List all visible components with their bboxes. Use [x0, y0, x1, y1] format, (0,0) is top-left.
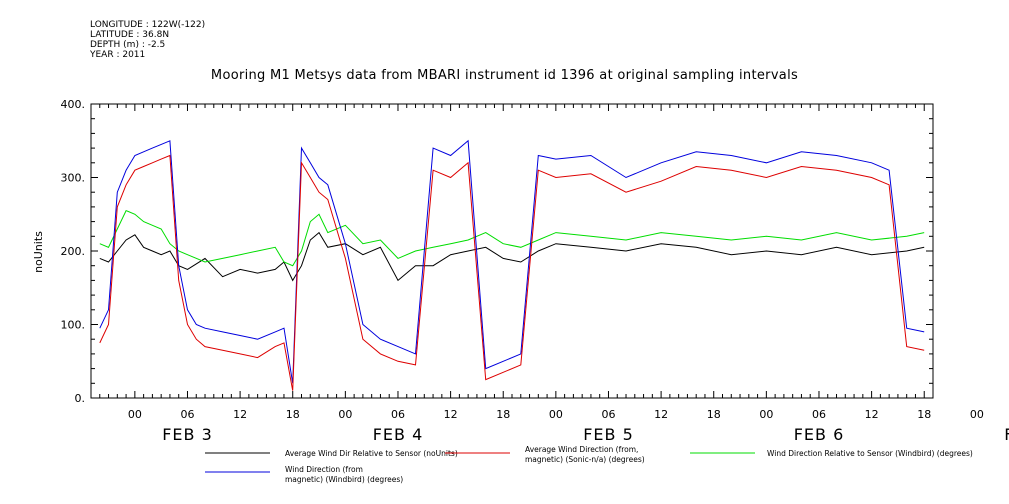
legend-label-green: Wind Direction Relative to Sensor (Windb…: [767, 449, 973, 458]
year-label: YEAR : 2011: [90, 50, 146, 60]
day-label: FEB 3: [162, 425, 213, 444]
y-tick-label: 300.: [61, 172, 86, 185]
y-axis-label: noUnits: [32, 231, 45, 273]
series-line-3: [99, 154, 925, 391]
x-tick-label: 12: [233, 408, 247, 421]
series-line-2: [99, 139, 925, 384]
series-line-1: [99, 209, 925, 267]
x-tick-label: 18: [917, 408, 931, 421]
x-tick-label: 06: [812, 408, 826, 421]
chart-title: Mooring M1 Metsys data from MBARI instru…: [210, 68, 799, 83]
x-tick-label: 18: [496, 408, 510, 421]
day-label: FEB 5: [583, 425, 634, 444]
x-tick-label: 00: [338, 408, 352, 421]
plot-frame: [90, 103, 934, 399]
depth-label: DEPTH (m) : -2.5: [90, 40, 166, 50]
longitude-label: LONGITUDE : 122W(-122): [90, 20, 206, 30]
day-label: FEB 4: [373, 425, 424, 444]
legend-label-blue-2: magnetic) (Windbird) (degrees): [285, 475, 403, 484]
series-line-0: [99, 231, 925, 282]
mooring-metadata: LONGITUDE : 122W(-122) LATITUDE : 36.8N …: [90, 20, 205, 60]
x-tick-label: 06: [391, 408, 405, 421]
x-tick-label: 06: [180, 408, 194, 421]
legend-label-black: Average Wind Dir Relative to Sensor (noU…: [285, 449, 458, 458]
y-tick-label: 200.: [61, 245, 86, 258]
x-tick-label: 00: [128, 408, 142, 421]
y-tick-label: 100.: [61, 319, 86, 332]
y-tick-label: 400.: [61, 98, 86, 111]
legend-label-blue-1: Wind Direction (from: [285, 465, 363, 474]
x-tick-label: 00: [549, 408, 563, 421]
x-tick-label: 00: [970, 408, 984, 421]
x-tick-label: 12: [444, 408, 458, 421]
legend-label-red-1: Average Wind Direction (from,: [525, 445, 638, 454]
x-tick-label: 06: [601, 408, 615, 421]
x-tick-label: 18: [707, 408, 721, 421]
x-tick-label: 12: [865, 408, 879, 421]
latitude-label: LATITUDE : 36.8N: [90, 30, 170, 40]
y-tick-label: 0.: [75, 392, 86, 405]
day-label: FEB 7: [1004, 425, 1009, 444]
chart-axes: 0. 100. 200. 300. 400. 00 06 12 18 00 06 12 18 00 06 12…: [61, 98, 1009, 444]
chart-series: [99, 139, 925, 391]
legend-label-red-2: magnetic) (Sonic-n/a) (degrees): [525, 455, 645, 464]
x-tick-label: 18: [286, 408, 300, 421]
x-tick-label: 00: [759, 408, 773, 421]
day-label: FEB 6: [794, 425, 845, 444]
x-tick-label: 12: [654, 408, 668, 421]
chart-legend: Average Wind Dir Relative to Sensor (noU…: [205, 445, 973, 484]
